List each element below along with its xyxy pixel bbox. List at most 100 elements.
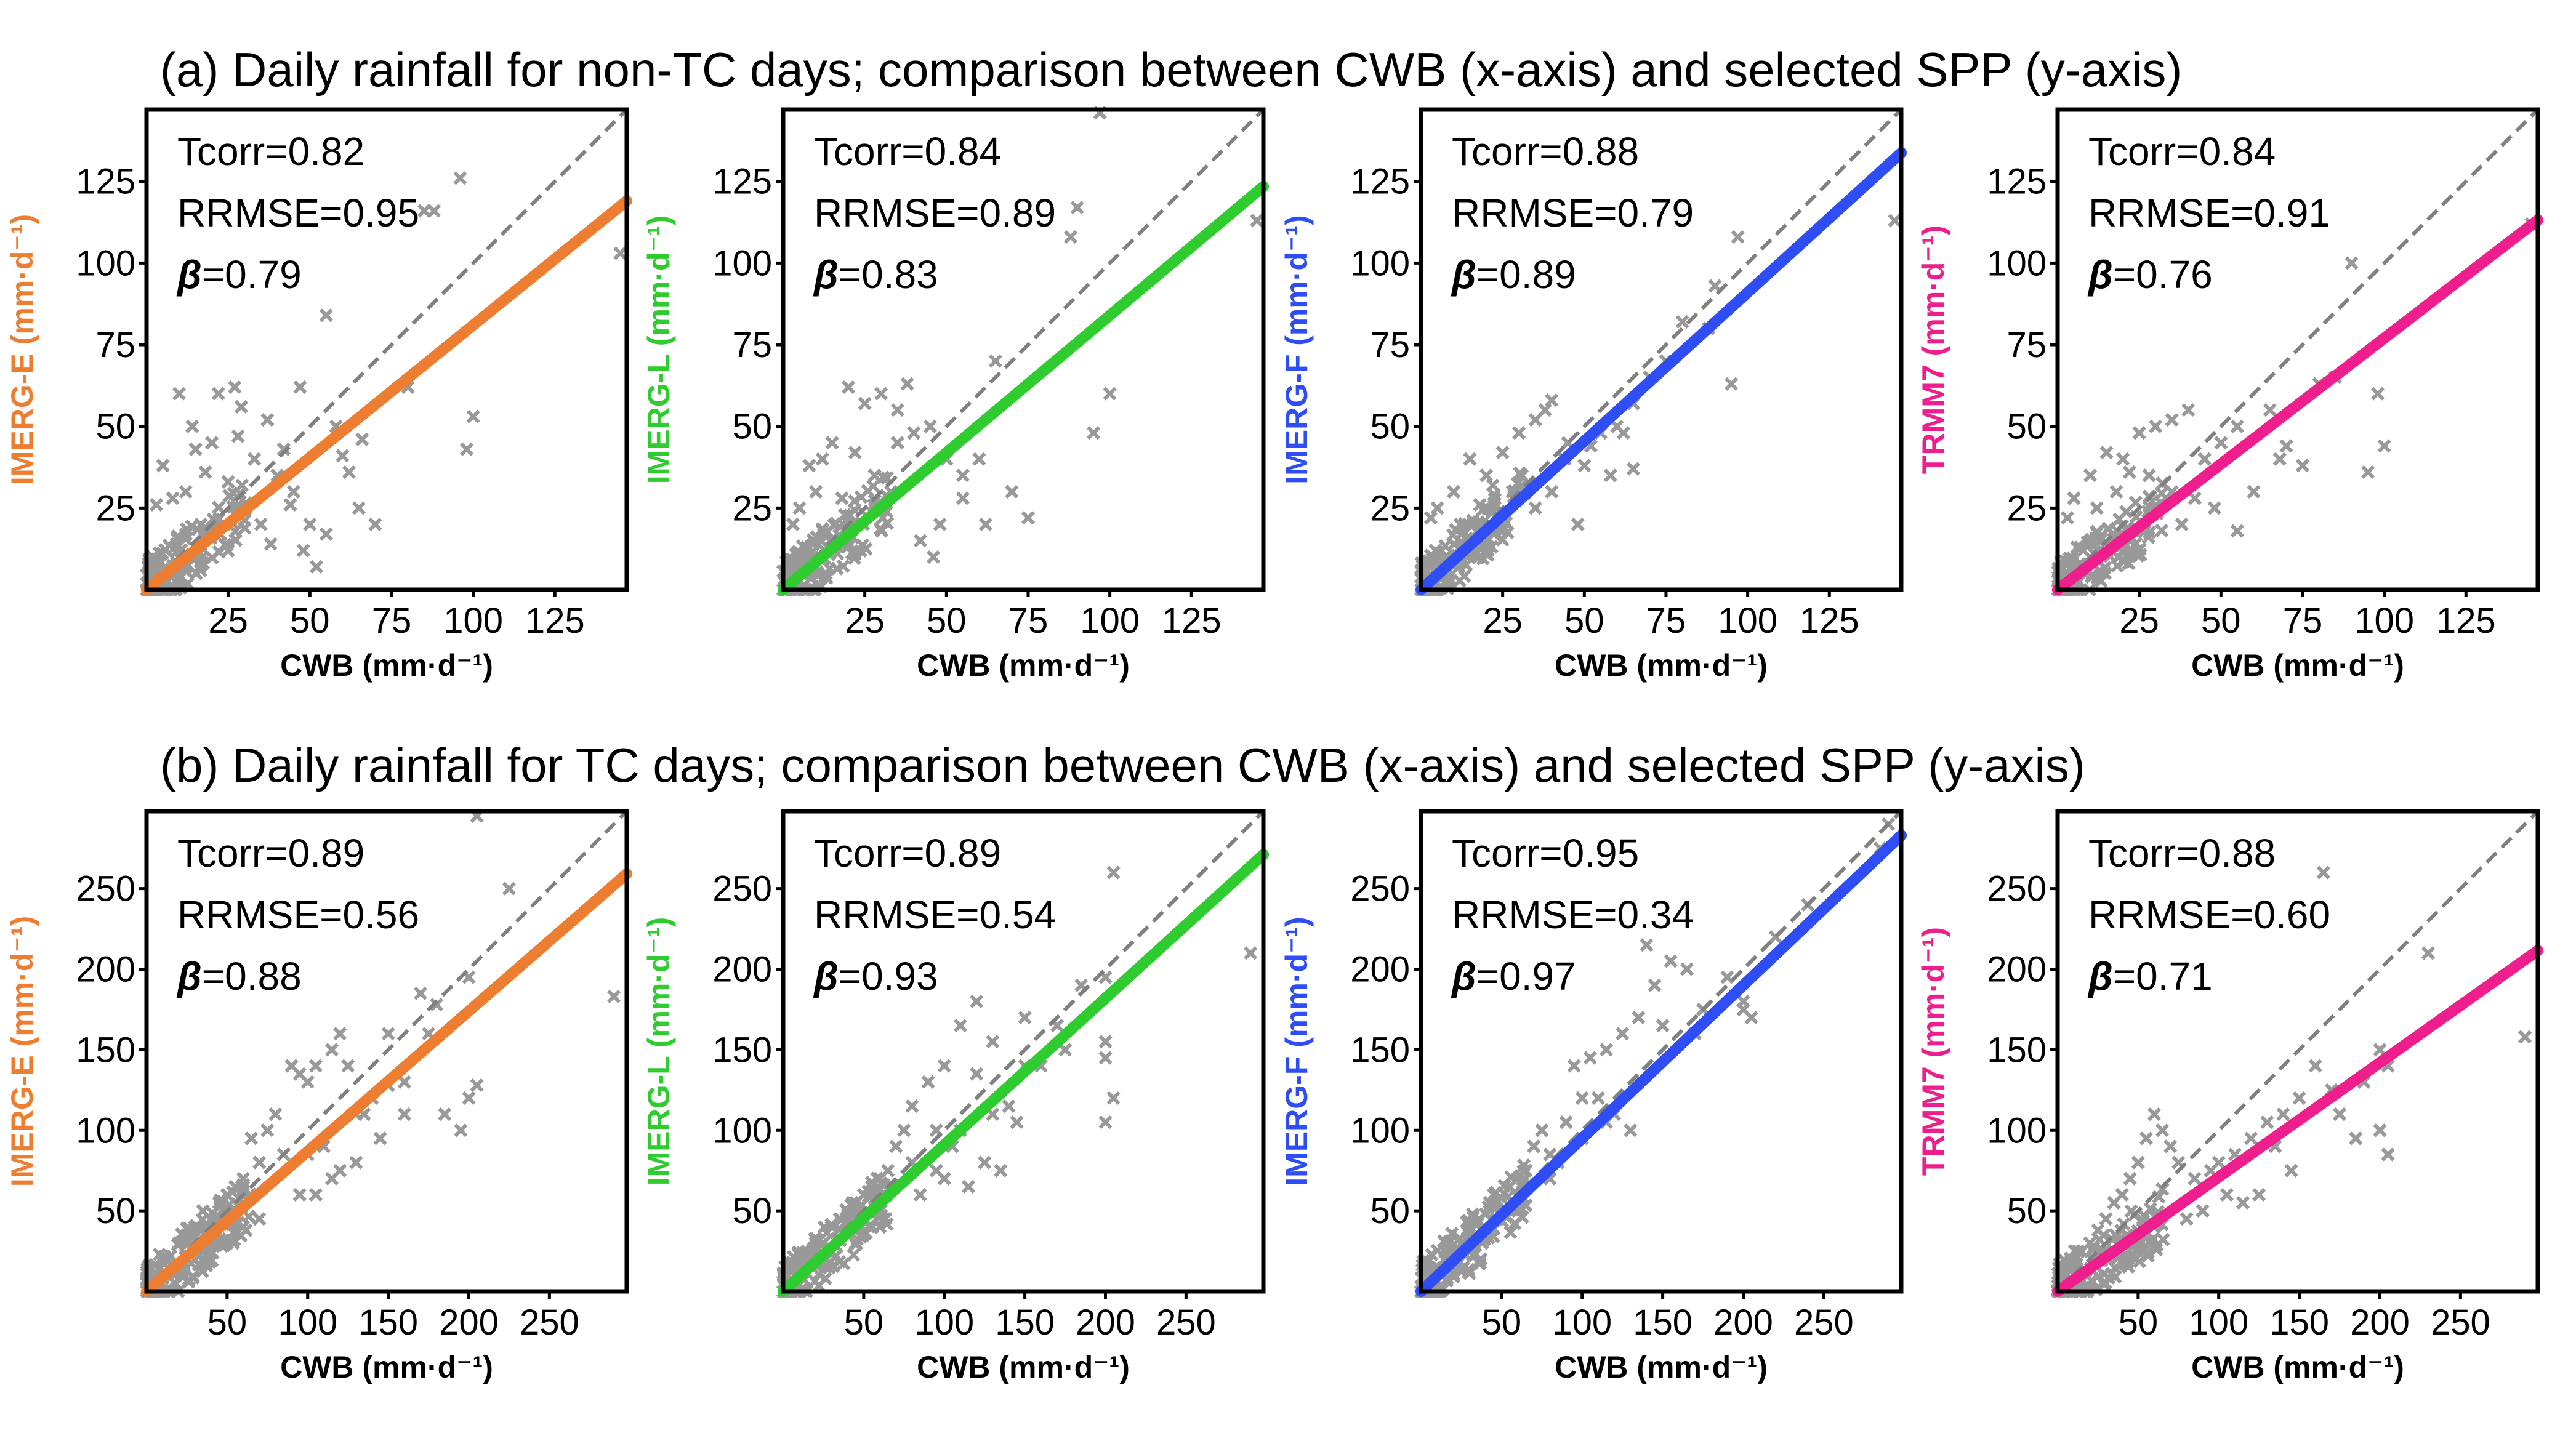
data-point bbox=[221, 475, 235, 489]
data-point bbox=[1559, 1115, 1573, 1130]
data-point bbox=[606, 989, 621, 1004]
beta-symbol: β bbox=[2087, 954, 2113, 998]
scatter-panel: 50 100 150 200 250 50 100 150 200 250 CWB (mm·d⁻¹)… bbox=[1279, 809, 1907, 1384]
plot-frame bbox=[144, 809, 629, 1294]
data-point bbox=[1106, 1091, 1121, 1106]
data-point bbox=[430, 997, 444, 1012]
data-point bbox=[874, 387, 888, 401]
y-tick-label: 100 bbox=[1987, 1110, 2047, 1150]
data-point bbox=[953, 1018, 968, 1033]
data-point bbox=[2121, 1259, 2136, 1274]
data-point bbox=[2263, 403, 2277, 417]
x-tick-label: 25 bbox=[1483, 601, 1523, 641]
data-point bbox=[1098, 1051, 1113, 1065]
y-tick-label: 250 bbox=[1350, 869, 1410, 909]
data-point bbox=[792, 501, 807, 515]
y-tick-label: 50 bbox=[1370, 1191, 1410, 1231]
data-point bbox=[961, 1179, 976, 1194]
rrmse-stat: RRMSE=0.89 bbox=[814, 191, 1056, 235]
data-point bbox=[905, 1099, 919, 1114]
data-point bbox=[196, 556, 211, 570]
x-axis-label: CWB (mm·d⁻¹) bbox=[1555, 648, 1768, 683]
data-point bbox=[969, 1067, 984, 1081]
y-tick-label: 200 bbox=[712, 950, 772, 990]
data-point bbox=[1423, 511, 1438, 525]
data-point bbox=[296, 544, 310, 558]
y-tick-label: 100 bbox=[76, 1110, 135, 1150]
y-tick-label: 100 bbox=[712, 243, 772, 283]
data-point bbox=[308, 1187, 323, 1202]
y-tick-label: 75 bbox=[95, 325, 135, 365]
beta-stat: β=0.76 bbox=[2087, 252, 2213, 297]
data-point bbox=[2370, 387, 2385, 401]
data-point bbox=[2230, 419, 2244, 433]
data-point bbox=[205, 436, 219, 450]
y-tick-label: 50 bbox=[732, 407, 772, 447]
data-point bbox=[2067, 1244, 2082, 1258]
x-tick-label: 125 bbox=[1800, 601, 1859, 641]
x-tick-label: 125 bbox=[525, 601, 585, 641]
y-axis-label: IMERG-L (mm·d⁻¹) bbox=[642, 917, 676, 1186]
y-axis-label: TRMM7 (mm·d⁻¹) bbox=[1916, 927, 1950, 1176]
x-tick-label: 75 bbox=[2283, 601, 2323, 641]
tcorr-stat: Tcorr=0.84 bbox=[2088, 129, 2276, 174]
y-tick-label: 125 bbox=[712, 162, 772, 202]
y-tick-label: 200 bbox=[1987, 950, 2047, 990]
data-point bbox=[157, 1249, 172, 1264]
x-tick-label: 200 bbox=[439, 1303, 499, 1343]
regression-line bbox=[2052, 214, 2543, 595]
beta-symbol: β bbox=[176, 954, 202, 998]
x-axis-label: CWB (mm·d⁻¹) bbox=[2191, 648, 2404, 683]
data-point bbox=[1744, 1010, 1758, 1025]
y-tick-label: 150 bbox=[1350, 1030, 1410, 1070]
data-point bbox=[2292, 1091, 2306, 1106]
data-point bbox=[1513, 466, 1527, 480]
data-point bbox=[847, 551, 861, 566]
data-point bbox=[236, 1178, 251, 1192]
x-tick-label: 200 bbox=[1076, 1303, 1135, 1343]
data-point bbox=[1467, 1210, 1481, 1224]
data-point bbox=[2180, 1212, 2194, 1226]
x-axis-label: CWB (mm·d⁻¹) bbox=[1555, 1350, 1768, 1384]
y-tick-label: 50 bbox=[2006, 1191, 2047, 1231]
data-point bbox=[336, 449, 350, 463]
plot-frame bbox=[1419, 107, 1904, 592]
rrmse-stat: RRMSE=0.95 bbox=[177, 191, 419, 235]
data-point bbox=[309, 560, 324, 574]
data-point bbox=[1002, 1099, 1016, 1114]
rrmse-stat: RRMSE=0.56 bbox=[177, 893, 419, 937]
plot-frame bbox=[2055, 107, 2540, 592]
x-tick-label: 250 bbox=[520, 1303, 579, 1343]
x-axis-label: CWB (mm·d⁻¹) bbox=[2191, 1350, 2404, 1384]
data-point bbox=[786, 517, 800, 531]
x-tick-label: 50 bbox=[2201, 601, 2241, 641]
data-point bbox=[791, 554, 805, 568]
data-point bbox=[847, 494, 862, 508]
data-point bbox=[1430, 1243, 1444, 1258]
data-point bbox=[1449, 523, 1463, 537]
data-point bbox=[2295, 459, 2310, 473]
data-point bbox=[2149, 419, 2163, 433]
data-point bbox=[189, 566, 203, 580]
data-point bbox=[324, 1043, 339, 1057]
data-point bbox=[2083, 468, 2098, 483]
data-point bbox=[188, 442, 203, 456]
data-point bbox=[795, 1246, 810, 1260]
section-title-a: (a) Daily rainfall for non-TC days; comp… bbox=[160, 42, 2182, 97]
x-tick-label: 125 bbox=[1162, 601, 1222, 641]
y-tick-label: 100 bbox=[1350, 1110, 1410, 1150]
beta-stat: β=0.93 bbox=[813, 954, 938, 998]
data-point bbox=[1648, 978, 1662, 992]
data-point bbox=[1106, 865, 1121, 880]
data-point bbox=[907, 426, 921, 440]
data-point bbox=[827, 518, 841, 532]
data-point bbox=[2332, 1107, 2347, 1122]
scatter-panel: 50 100 150 200 250 50 100 150 200 250 CWB (mm·d⁻¹)… bbox=[1916, 809, 2543, 1384]
regression-line bbox=[1415, 830, 1907, 1297]
data-point bbox=[1452, 574, 1467, 588]
data-point bbox=[2099, 1212, 2113, 1226]
y-tick-label: 25 bbox=[95, 488, 135, 528]
data-point bbox=[368, 517, 382, 531]
x-tick-label: 75 bbox=[1646, 601, 1686, 641]
y-tick-label: 125 bbox=[1987, 162, 2047, 202]
